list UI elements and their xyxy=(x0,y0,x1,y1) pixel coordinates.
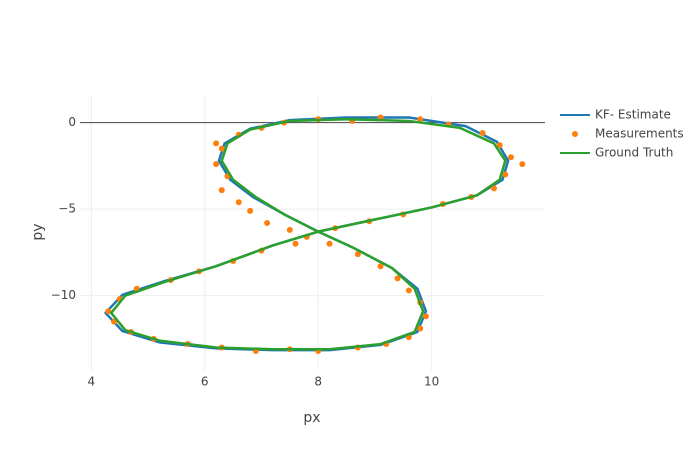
measurement-point xyxy=(218,187,225,194)
y-axis-title: py xyxy=(30,223,46,240)
x-tick-label: 6 xyxy=(201,375,209,389)
measurement-point xyxy=(417,116,424,123)
measurement-point xyxy=(422,313,429,320)
measurement-point xyxy=(507,154,514,161)
measurement-point xyxy=(213,140,220,147)
x-tick-label: 4 xyxy=(88,375,96,389)
measurement-point xyxy=(405,287,412,294)
y-tick-label: 0 xyxy=(68,115,76,129)
measurement-point xyxy=(292,240,299,247)
measurement-point xyxy=(326,240,333,247)
measurement-point xyxy=(218,145,225,152)
measurement-point xyxy=(417,325,424,332)
x-tick-label: 10 xyxy=(424,375,439,389)
measurement-point xyxy=(496,142,503,149)
measurement-point xyxy=(235,199,242,206)
measurement-point xyxy=(502,171,509,178)
measurement-point xyxy=(213,161,220,168)
measurement-point xyxy=(479,130,486,137)
legend-marker xyxy=(572,131,578,137)
y-tick-label: −10 xyxy=(51,288,76,302)
measurement-point xyxy=(264,219,271,226)
measurement-point xyxy=(354,251,361,258)
legend-label: Measurements xyxy=(595,127,684,141)
measurement-point xyxy=(377,263,384,270)
measurement-point xyxy=(519,161,526,168)
x-tick-label: 8 xyxy=(314,375,322,389)
measurement-point xyxy=(394,275,401,282)
legend-label: Ground Truth xyxy=(595,146,673,160)
x-axis-title: px xyxy=(303,410,320,426)
series-line xyxy=(109,117,507,351)
measurement-point xyxy=(286,226,293,233)
measurement-point xyxy=(105,308,112,315)
y-tick-label: −5 xyxy=(58,202,76,216)
legend-label: KF- Estimate xyxy=(595,108,671,122)
measurement-point xyxy=(490,185,497,192)
measurement-point xyxy=(247,207,254,214)
